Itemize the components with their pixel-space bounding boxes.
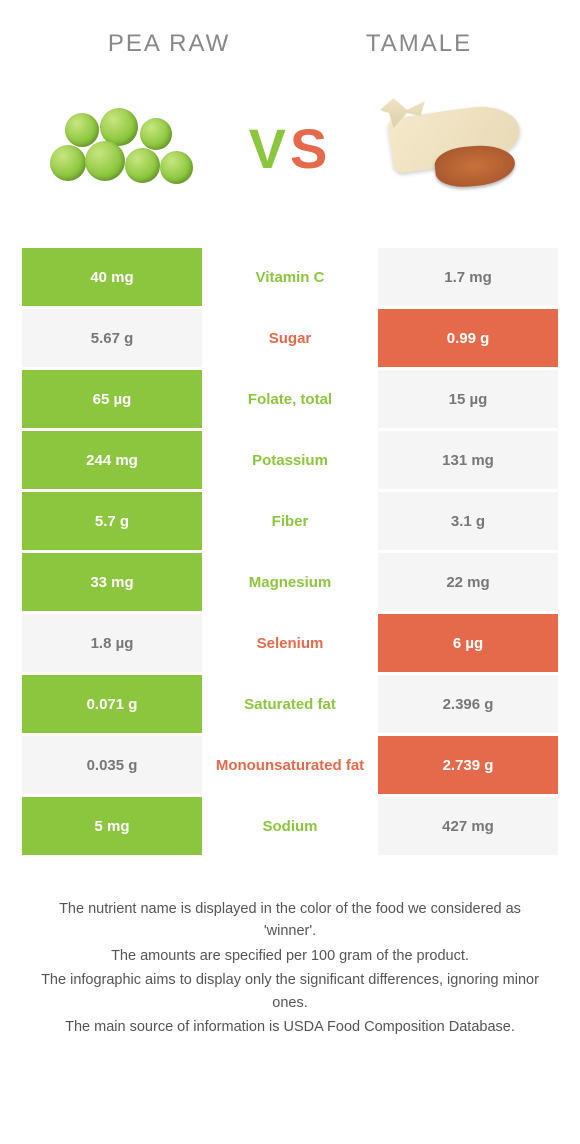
- right-value: 427 mg: [378, 797, 558, 855]
- nutrient-name: Monounsaturated fat: [202, 736, 378, 794]
- left-value: 1.8 µg: [22, 614, 202, 672]
- footnote-line: The amounts are specified per 100 gram o…: [35, 945, 545, 967]
- right-value: 2.396 g: [378, 675, 558, 733]
- footnote-line: The nutrient name is displayed in the co…: [35, 898, 545, 943]
- left-value: 0.071 g: [22, 675, 202, 733]
- right-value: 131 mg: [378, 431, 558, 489]
- right-value: 15 µg: [378, 370, 558, 428]
- table-row: 5.67 gSugar0.99 g: [22, 309, 558, 367]
- left-value: 244 mg: [22, 431, 202, 489]
- nutrient-name: Vitamin C: [202, 248, 378, 306]
- nutrient-name: Sodium: [202, 797, 378, 855]
- left-value: 33 mg: [22, 553, 202, 611]
- left-value: 40 mg: [22, 248, 202, 306]
- right-value: 22 mg: [378, 553, 558, 611]
- footnote-line: The main source of information is USDA F…: [35, 1016, 545, 1038]
- nutrient-name: Saturated fat: [202, 675, 378, 733]
- hero-row: VS: [0, 68, 580, 248]
- vs-v: V: [249, 117, 290, 180]
- nutrient-name: Sugar: [202, 309, 378, 367]
- left-value: 5.67 g: [22, 309, 202, 367]
- nutrient-name: Folate, total: [202, 370, 378, 428]
- left-value: 5 mg: [22, 797, 202, 855]
- nutrient-name: Selenium: [202, 614, 378, 672]
- table-row: 244 mgPotassium131 mg: [22, 431, 558, 489]
- right-value: 0.99 g: [378, 309, 558, 367]
- table-row: 40 mgVitamin C1.7 mg: [22, 248, 558, 306]
- food-right-title: Tamale: [366, 30, 472, 58]
- footnotes: The nutrient name is displayed in the co…: [0, 858, 580, 1061]
- tamale-image: [380, 88, 540, 208]
- right-value: 3.1 g: [378, 492, 558, 550]
- table-row: 33 mgMagnesium22 mg: [22, 553, 558, 611]
- comparison-table: 40 mgVitamin C1.7 mg5.67 gSugar0.99 g65 …: [22, 248, 558, 855]
- header: Pea raw Tamale: [0, 0, 580, 68]
- table-row: 1.8 µgSelenium6 µg: [22, 614, 558, 672]
- table-row: 0.035 gMonounsaturated fat2.739 g: [22, 736, 558, 794]
- left-value: 0.035 g: [22, 736, 202, 794]
- right-value: 2.739 g: [378, 736, 558, 794]
- left-value: 65 µg: [22, 370, 202, 428]
- right-value: 1.7 mg: [378, 248, 558, 306]
- table-row: 0.071 gSaturated fat2.396 g: [22, 675, 558, 733]
- nutrient-name: Potassium: [202, 431, 378, 489]
- table-row: 65 µgFolate, total15 µg: [22, 370, 558, 428]
- table-row: 5.7 gFiber3.1 g: [22, 492, 558, 550]
- vs-s: S: [290, 117, 331, 180]
- nutrient-name: Magnesium: [202, 553, 378, 611]
- left-value: 5.7 g: [22, 492, 202, 550]
- food-left-title: Pea raw: [108, 30, 230, 58]
- footnote-line: The infographic aims to display only the…: [35, 969, 545, 1014]
- table-row: 5 mgSodium427 mg: [22, 797, 558, 855]
- vs-label: VS: [249, 116, 332, 181]
- nutrient-name: Fiber: [202, 492, 378, 550]
- right-value: 6 µg: [378, 614, 558, 672]
- pea-image: [40, 88, 200, 208]
